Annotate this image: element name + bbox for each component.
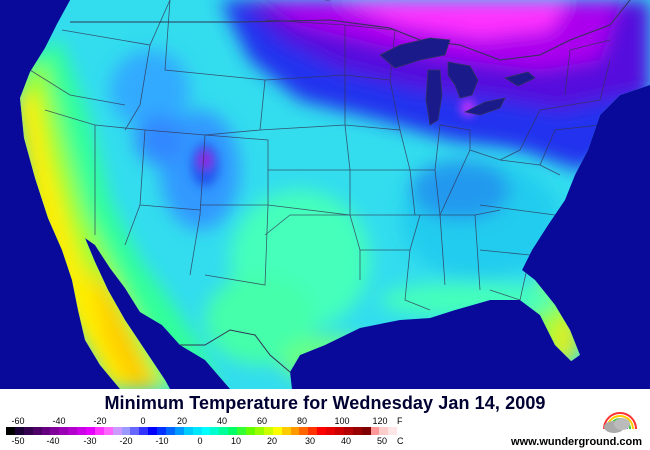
c-tick-label: -20 xyxy=(119,436,133,446)
color-swatch xyxy=(32,427,42,435)
color-swatch xyxy=(334,427,344,435)
f-tick-label: 120 xyxy=(372,416,388,426)
color-swatch xyxy=(343,427,353,435)
color-swatch xyxy=(121,427,131,435)
color-swatch xyxy=(103,427,113,435)
color-swatch xyxy=(352,427,362,435)
c-tick-label: -50 xyxy=(11,436,25,446)
f-tick-label: -40 xyxy=(52,416,66,426)
color-swatch xyxy=(59,427,69,435)
color-swatch xyxy=(228,427,238,435)
color-swatch xyxy=(326,427,335,435)
color-swatch xyxy=(77,427,87,435)
color-swatch xyxy=(174,427,184,435)
color-swatch xyxy=(157,427,167,435)
color-swatch xyxy=(370,427,380,435)
color-scale xyxy=(6,427,398,435)
color-swatch xyxy=(201,427,211,435)
color-swatch xyxy=(14,427,24,435)
fahrenheit-unit: F xyxy=(397,416,403,426)
f-tick-label: -20 xyxy=(93,416,107,426)
c-tick-label: -30 xyxy=(83,436,97,446)
color-swatch xyxy=(148,427,158,435)
color-swatch xyxy=(308,427,318,435)
color-swatch xyxy=(112,427,122,435)
c-tick-label: 10 xyxy=(230,436,242,446)
f-tick-label: 100 xyxy=(334,416,350,426)
brand-url[interactable]: www.wunderground.com xyxy=(511,436,642,448)
f-tick-label: 40 xyxy=(216,416,228,426)
color-swatch xyxy=(272,427,282,435)
map-title: Minimum Temperature for Wednesday Jan 14… xyxy=(104,393,546,413)
color-swatch xyxy=(50,427,60,435)
color-swatch xyxy=(210,427,220,435)
c-tick-label: 50 xyxy=(376,436,388,446)
f-tick-label: 60 xyxy=(256,416,268,426)
color-swatch xyxy=(379,427,389,435)
f-tick-label: 20 xyxy=(176,416,188,426)
color-swatch xyxy=(246,427,255,435)
land-temperature-field xyxy=(20,0,650,389)
color-swatch xyxy=(23,427,33,435)
color-swatch xyxy=(192,427,202,435)
color-swatch xyxy=(388,427,398,435)
c-tick-label: -10 xyxy=(155,436,169,446)
great-lakes xyxy=(379,37,536,126)
color-swatch xyxy=(254,427,264,435)
f-tick-label: -60 xyxy=(11,416,25,426)
color-swatch xyxy=(94,427,104,435)
c-tick-label: -40 xyxy=(46,436,60,446)
color-swatch xyxy=(130,427,140,435)
color-swatch xyxy=(86,427,95,435)
rainbow-cloud-icon xyxy=(603,412,637,433)
c-tick-label: 40 xyxy=(340,436,352,446)
f-tick-label: 80 xyxy=(296,416,308,426)
color-swatch xyxy=(41,427,51,435)
color-swatch xyxy=(183,427,193,435)
color-swatch xyxy=(68,427,78,435)
celsius-unit: C xyxy=(397,436,404,446)
color-swatch xyxy=(281,427,291,435)
color-swatch xyxy=(290,427,300,435)
color-swatch xyxy=(219,427,229,435)
color-swatch xyxy=(263,427,273,435)
c-tick-label: 20 xyxy=(266,436,278,446)
c-tick-label: 0 xyxy=(197,436,203,446)
color-swatch xyxy=(361,427,371,435)
color-swatch xyxy=(317,427,327,435)
color-swatch xyxy=(166,427,175,435)
color-swatch xyxy=(6,427,15,435)
color-swatch xyxy=(299,427,309,435)
footer-legend: Minimum Temperature for Wednesday Jan 14… xyxy=(0,389,650,450)
color-swatch xyxy=(139,427,149,435)
c-tick-label: 30 xyxy=(304,436,316,446)
color-swatch xyxy=(237,427,247,435)
f-tick-label: 0 xyxy=(140,416,146,426)
temperature-map xyxy=(0,0,650,389)
